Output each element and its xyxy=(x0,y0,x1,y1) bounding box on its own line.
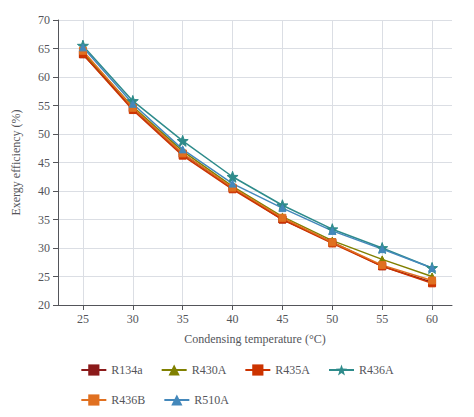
svg-text:35: 35 xyxy=(177,312,189,326)
svg-text:30: 30 xyxy=(38,241,50,255)
svg-text:Exergy efficiency (%): Exergy efficiency (%) xyxy=(9,109,23,215)
svg-text:25: 25 xyxy=(77,312,89,326)
svg-text:R134a: R134a xyxy=(111,363,143,377)
svg-text:50: 50 xyxy=(38,127,50,141)
svg-text:55: 55 xyxy=(376,312,388,326)
svg-text:60: 60 xyxy=(38,70,50,84)
svg-text:R436B: R436B xyxy=(111,393,145,407)
svg-text:20: 20 xyxy=(38,298,50,312)
svg-text:45: 45 xyxy=(38,156,50,170)
svg-text:R430A: R430A xyxy=(192,363,227,377)
svg-text:Condensing temperature (°C): Condensing temperature (°C) xyxy=(184,332,325,346)
svg-text:70: 70 xyxy=(38,13,50,27)
svg-text:65: 65 xyxy=(38,42,50,56)
svg-text:45: 45 xyxy=(276,312,288,326)
svg-text:35: 35 xyxy=(38,213,50,227)
svg-text:R435A: R435A xyxy=(275,363,310,377)
svg-text:40: 40 xyxy=(38,184,50,198)
svg-text:40: 40 xyxy=(227,312,239,326)
svg-text:25: 25 xyxy=(38,270,50,284)
svg-text:30: 30 xyxy=(127,312,139,326)
svg-text:R436A: R436A xyxy=(359,363,394,377)
svg-text:55: 55 xyxy=(38,99,50,113)
svg-text:50: 50 xyxy=(326,312,338,326)
svg-text:R510A: R510A xyxy=(194,393,229,407)
svg-text:60: 60 xyxy=(426,312,438,326)
